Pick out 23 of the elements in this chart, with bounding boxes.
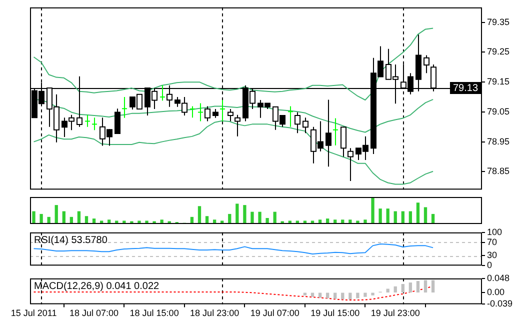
- y-tick-label: 79.25: [487, 46, 510, 57]
- y-tick-label: 79.15: [487, 76, 510, 87]
- y-tick-label: 79.05: [487, 106, 510, 116]
- ref-line-label: 79.13: [452, 82, 478, 94]
- y-tick-label: 79.35: [487, 16, 510, 27]
- y-tick-label: 100: [487, 226, 502, 237]
- y-tick-label: 78.95: [487, 136, 510, 146]
- y-tick-label: 30: [487, 250, 498, 260]
- x-tick-label: 19 Jul 07:00: [250, 308, 300, 318]
- chart-title: MACD(12,26,9) 0.041 0.022: [34, 281, 160, 292]
- y-tick-label: 0.048: [487, 272, 510, 283]
- x-tick-label: 18 Jul 07:00: [70, 308, 119, 318]
- x-tick-label: 18 Jul 23:00: [190, 308, 240, 318]
- x-tick-label: 19 Jul 23:00: [370, 308, 420, 318]
- y-tick-label: 0: [487, 260, 492, 270]
- x-tick-label: 19 Jul 15:00: [310, 308, 360, 318]
- y-tick-label: 0.00: [487, 287, 505, 298]
- x-tick-label: 15 Jul 2011: [10, 308, 57, 318]
- chart-title: RSI(14) 53.5780: [34, 235, 108, 246]
- y-tick-label: 78.85: [487, 166, 510, 176]
- y-tick-label: 70: [487, 236, 498, 247]
- x-tick-label: 18 Jul 15:00: [130, 308, 179, 318]
- y-tick-label: -0.039: [487, 298, 513, 309]
